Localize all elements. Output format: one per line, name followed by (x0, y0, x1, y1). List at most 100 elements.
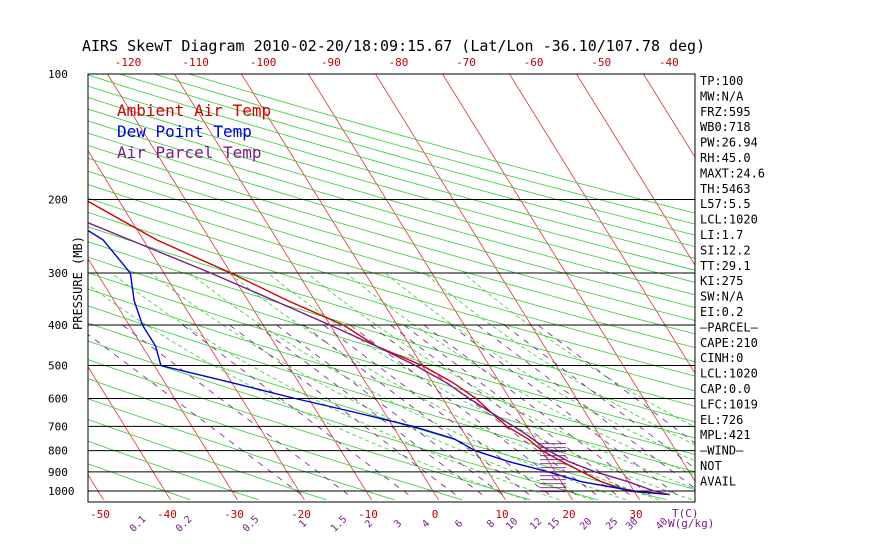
legend-entry: Dew Point Temp (117, 122, 252, 141)
mixing-ratio-line (303, 324, 530, 495)
pressure-tick-label: 500 (48, 359, 68, 372)
pressure-tick-label: 700 (48, 420, 68, 433)
moist-adiabat (306, 272, 695, 490)
isotherm-line (642, 74, 695, 158)
isotherm-line (575, 74, 695, 266)
stat-line: CINH:0 (700, 351, 743, 365)
moist-adiabat (189, 272, 626, 501)
mixing-unit-label: W(g/kg) (668, 517, 714, 530)
y-axis-label: PRESSURE (MB) (71, 236, 85, 330)
isotherm-line (88, 257, 238, 501)
bottom-temp-tick-label: -30 (224, 508, 244, 521)
mixing-ratio-line (390, 324, 617, 495)
isotherm-line (88, 149, 305, 501)
stat-line: TH:5463 (700, 182, 751, 196)
isotherm-line (173, 74, 439, 501)
dry-adiabat (88, 272, 695, 455)
dry-adiabat (88, 305, 695, 490)
stat-line: EI:0.2 (700, 305, 743, 319)
pressure-tick-label: 900 (48, 466, 68, 479)
bottom-temp-tick-label: 0 (432, 508, 439, 521)
moist-adiabat (228, 272, 659, 501)
mixing-ratio-label: 3 (392, 518, 404, 530)
isotherm-line (88, 366, 171, 501)
mixing-ratio-line (370, 324, 597, 495)
stat-line: MPL:421 (700, 428, 751, 442)
moist-adiabat (424, 272, 695, 446)
top-temp-tick-label: -40 (659, 56, 679, 69)
mixing-ratio-line (88, 333, 302, 495)
dry-adiabat (88, 157, 695, 335)
chart-title: AIRS SkewT Diagram 2010-02-20/18:09:15.6… (82, 37, 705, 55)
dry-adiabat (88, 97, 695, 271)
stat-line: AVAIL (700, 474, 736, 488)
top-temp-tick-label: -110 (182, 56, 209, 69)
stat-line: L57:5.5 (700, 197, 751, 211)
dry-adiabat (88, 145, 695, 322)
mixing-ratio-label: 25 (604, 516, 620, 532)
stat-line: LI:1.7 (700, 228, 743, 242)
dry-adiabat (88, 170, 695, 349)
temp-unit-label: T(C) (672, 507, 699, 520)
mixing-ratio-label: 6 (453, 518, 465, 530)
bottom-temp-tick-label: 10 (495, 508, 508, 521)
bottom-temp-tick-label: -20 (291, 508, 311, 521)
mixing-ratio-label: 0.2 (174, 514, 195, 535)
stat-line: EL:726 (700, 413, 743, 427)
mixing-ratio-line (323, 324, 550, 495)
dry-adiabat (88, 463, 191, 501)
bottom-temp-tick-label: -50 (90, 508, 110, 521)
dry-adiabat (88, 378, 463, 501)
dry-adiabat (88, 108, 695, 283)
stat-line: PW:26.94 (700, 136, 758, 150)
isotherm-line (508, 74, 695, 375)
dry-adiabat (88, 120, 695, 296)
stat-line: FRZ:595 (700, 105, 751, 119)
dry-adiabat (88, 359, 531, 501)
moist-adiabat (463, 272, 695, 428)
dry-adiabat (88, 85, 695, 259)
dry-adiabat (88, 440, 259, 501)
dry-adiabat (88, 184, 695, 363)
dry-adiabat (88, 74, 695, 248)
pressure-tick-label: 600 (48, 392, 68, 405)
mixing-ratio-line (256, 324, 483, 495)
isotherm-line (0, 55, 36, 500)
dry-adiabat (88, 322, 667, 501)
stat-line: LCL:1020 (700, 367, 758, 381)
stat-line: –WIND– (700, 444, 744, 458)
bottom-temp-tick-label: 20 (562, 508, 575, 521)
top-temp-tick-label: -80 (388, 56, 408, 69)
pressure-tick-label: 800 (48, 445, 68, 458)
dry-adiabat (88, 241, 695, 423)
mixing-ratio-label: 0.1 (128, 514, 149, 535)
moist-adiabat (345, 272, 695, 476)
stat-line: CAPE:210 (700, 336, 758, 350)
stat-line: MAXT:24.6 (700, 166, 765, 180)
stat-line: RH:45.0 (700, 151, 751, 165)
mixing-ratio-label: 0.5 (241, 514, 262, 535)
top-temp-tick-label: -70 (456, 56, 476, 69)
dry-adiabat (88, 132, 695, 308)
pressure-tick-label: 200 (48, 194, 68, 207)
stat-line: LFC:1019 (700, 397, 758, 411)
isotherm-line (307, 74, 573, 501)
bottom-temp-tick-label: 30 (629, 508, 642, 521)
stat-line: LCL:1020 (700, 213, 758, 227)
stat-line: WB0:718 (700, 120, 751, 134)
pressure-tick-label: 1000 (48, 485, 75, 498)
legend-entry: Ambient Air Temp (117, 101, 271, 120)
moist-adiabat (384, 272, 695, 462)
isotherm-line (441, 74, 695, 483)
stat-line: SW:N/A (700, 290, 744, 304)
mixing-ratio-line (450, 324, 677, 495)
stat-line: SI:12.2 (700, 243, 751, 257)
mixing-ratio-label: 4 (420, 518, 432, 530)
dry-adiabat (88, 288, 695, 473)
series-line (88, 229, 670, 496)
dry-adiabat (88, 256, 695, 439)
bottom-temp-tick-label: -10 (358, 508, 378, 521)
bottom-temp-tick-label: -40 (157, 508, 177, 521)
moist-adiabat (88, 284, 527, 501)
stat-line: CAP:0.0 (700, 382, 751, 396)
